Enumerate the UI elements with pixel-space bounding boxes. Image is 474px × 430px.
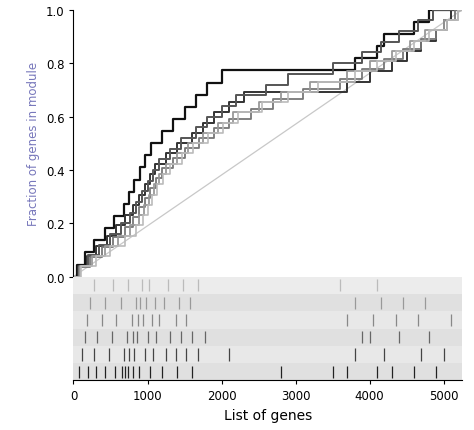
Bar	[73, 363, 462, 381]
Bar	[73, 294, 462, 311]
X-axis label: List of genes: List of genes	[224, 408, 312, 422]
Bar	[73, 346, 462, 363]
Bar	[73, 277, 462, 294]
Bar	[73, 311, 462, 329]
Y-axis label: Fraction of genes in module: Fraction of genes in module	[27, 62, 40, 226]
Bar	[73, 329, 462, 346]
